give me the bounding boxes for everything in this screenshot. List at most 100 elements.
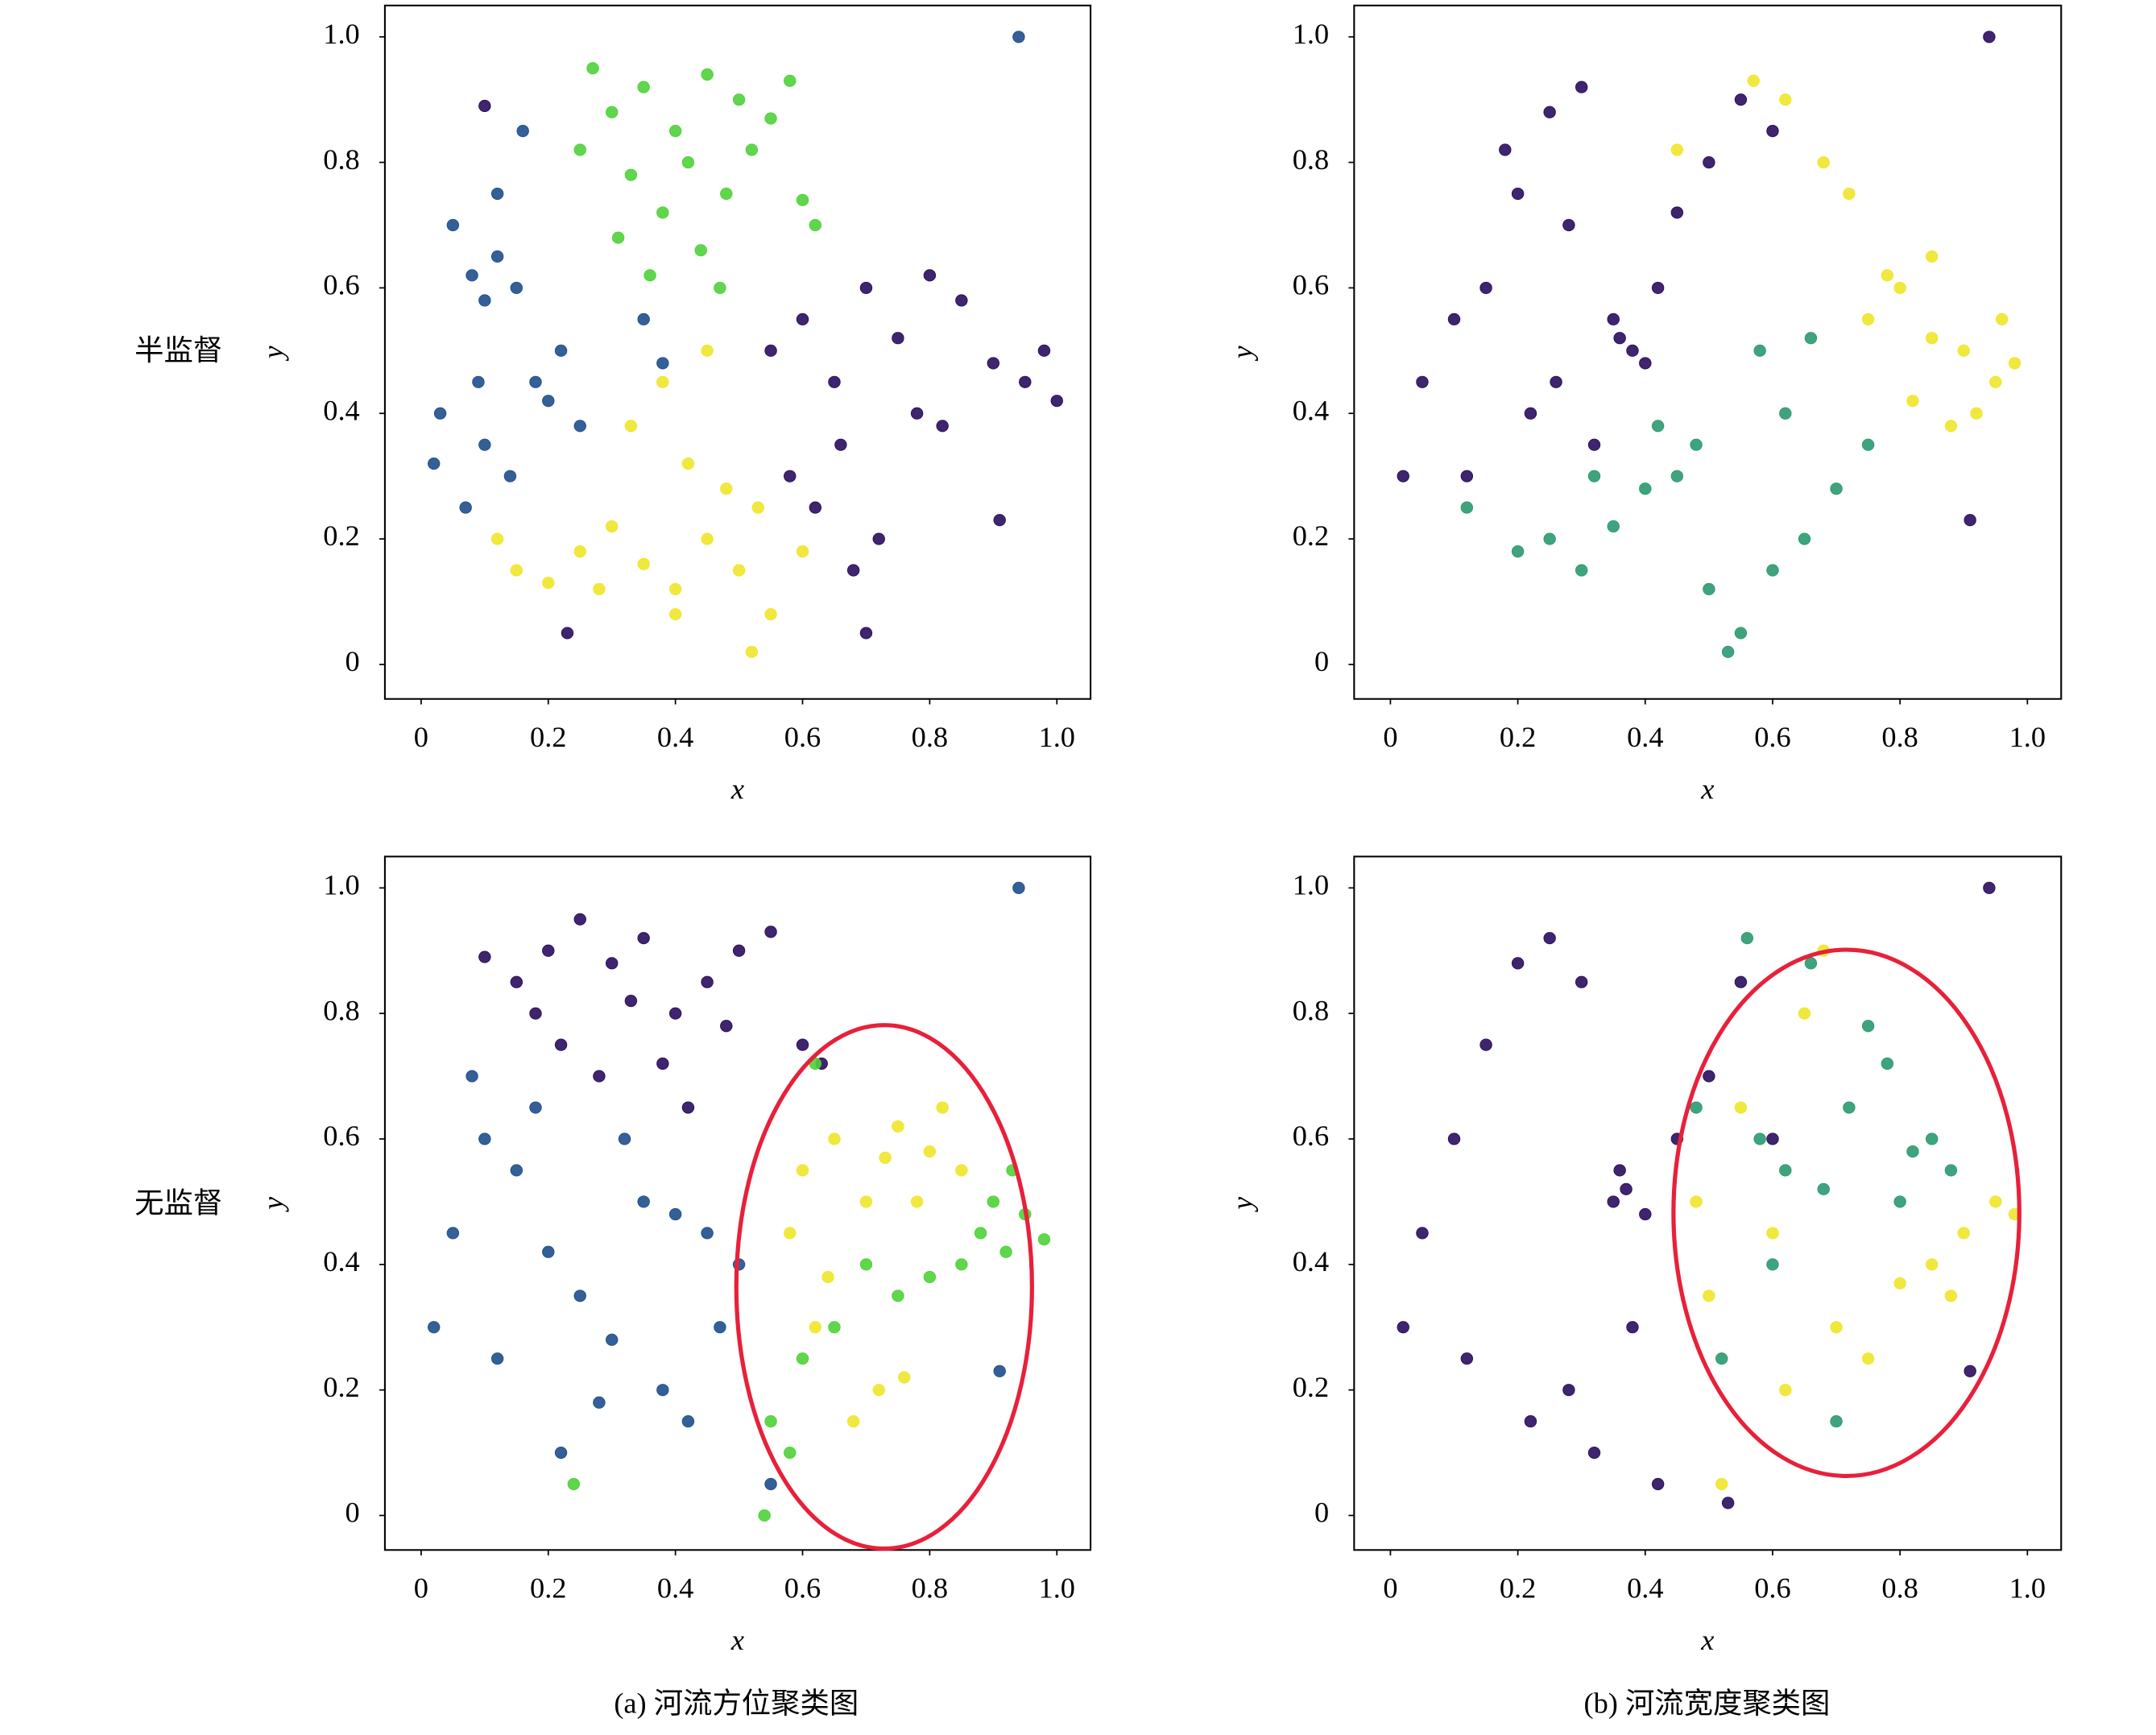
scatter-point (466, 269, 478, 282)
scatter-point (1843, 1101, 1856, 1114)
scatter-point (1944, 1290, 1958, 1302)
scatter-point (459, 501, 472, 514)
scatter-point (1639, 482, 1652, 495)
scatter-point (668, 582, 682, 595)
y-tick-label: 0 (346, 645, 360, 677)
scatter-point (1957, 344, 1970, 357)
scatter-point (936, 420, 949, 433)
scatter-point (586, 62, 599, 75)
scatter-point (1779, 1384, 1792, 1397)
scatter-point (656, 1057, 669, 1070)
scatter-point (809, 218, 822, 232)
scatter-point (1607, 520, 1620, 533)
scatter-point (668, 1207, 682, 1221)
scatter-point (796, 1352, 809, 1365)
scatter-point (872, 532, 885, 545)
scatter-point (1416, 375, 1429, 388)
scatter-point (573, 1290, 586, 1302)
scatter-point (828, 375, 841, 388)
x-tick-label: 1.0 (1039, 1572, 1075, 1605)
scatter-point (1989, 1195, 2002, 1208)
scatter-point (656, 375, 669, 388)
scatter-point (796, 1038, 809, 1051)
x-tick-label: 0.6 (784, 1572, 821, 1605)
scatter-point (637, 313, 650, 325)
scatter-point (923, 1270, 937, 1283)
scatter-point (1830, 1415, 1843, 1428)
scatter-point (1925, 332, 1939, 345)
scatter-point (618, 1133, 631, 1145)
x-tick-label: 1.0 (2009, 1572, 2046, 1605)
scatter-point (1620, 1182, 1633, 1195)
scatter-point (1690, 1101, 1703, 1114)
scatter-point (1715, 1477, 1728, 1491)
scatter-point (668, 1007, 682, 1020)
y-tick-label: 0.6 (323, 269, 359, 301)
scatter-point (1651, 1477, 1665, 1491)
plot-frame (1353, 4, 2063, 700)
scatter-point (478, 99, 491, 113)
scatter-point (1861, 313, 1875, 325)
scatter-point (668, 607, 682, 621)
scatter-point (751, 501, 764, 514)
scatter-point (872, 1384, 885, 1397)
y-tick-label: 0.8 (323, 143, 359, 176)
scatter-point (1721, 645, 1735, 658)
scatter-point (1964, 1364, 1976, 1377)
scatter-point (701, 1227, 714, 1240)
scatter-point (1613, 1164, 1626, 1177)
x-tick-label: 0.2 (530, 721, 566, 753)
scatter-point (993, 1364, 1006, 1377)
scatter-point (784, 74, 797, 87)
scatter-point (427, 1321, 441, 1334)
scatter-point (1670, 470, 1684, 482)
scatter-point (1766, 1227, 1779, 1240)
scatter-point (910, 407, 924, 420)
scatter-point (821, 1270, 834, 1283)
scatter-point (1670, 206, 1684, 219)
scatter-point (1970, 407, 1983, 420)
scatter-point (1843, 187, 1856, 201)
scatter-point (478, 950, 491, 963)
scatter-point (1587, 438, 1601, 451)
x-tick-label: 0 (1383, 1572, 1397, 1605)
scatter-point (1460, 501, 1474, 514)
scatter-point (1925, 250, 1939, 263)
scatter-point (1989, 375, 2002, 388)
scatter-point (732, 564, 746, 577)
scatter-point (796, 545, 809, 558)
scatter-point (1397, 1321, 1409, 1334)
scatter-point (1703, 156, 1715, 169)
scatter-point (1651, 420, 1665, 433)
scatter-point (1881, 269, 1894, 282)
scatter-point (542, 577, 555, 590)
scatter-point (809, 1321, 822, 1334)
y-tick-label: 0.8 (323, 995, 359, 1027)
scatter-point (1779, 1164, 1792, 1177)
scatter-point (681, 1415, 695, 1428)
scatter-point (1587, 1446, 1601, 1460)
scatter-point (694, 244, 707, 257)
scatter-point (1479, 1038, 1492, 1051)
scatter-point (1575, 81, 1588, 93)
scatter-point (1460, 1352, 1474, 1365)
scatter-point (466, 1070, 478, 1083)
y-tick-label: 0.4 (323, 1245, 359, 1277)
scatter-point (1037, 344, 1051, 357)
scatter-point (1817, 156, 1830, 169)
scatter-point (1575, 564, 1588, 577)
x-tick-label: 0.8 (912, 721, 948, 753)
x-axis-label: x (730, 773, 744, 805)
y-tick-label: 0 (1314, 1497, 1329, 1529)
x-tick-label: 0.4 (1627, 1572, 1663, 1605)
scatter-point (1906, 1145, 1919, 1158)
scatter-point (1906, 395, 1919, 408)
scatter-point (714, 1321, 726, 1334)
scatter-point (1703, 1290, 1715, 1302)
scatter-point (611, 231, 625, 244)
scatter-point (1779, 407, 1792, 420)
scatter-point (1562, 1384, 1575, 1397)
scatter-point (1690, 438, 1703, 451)
scatter-point (764, 1415, 777, 1428)
